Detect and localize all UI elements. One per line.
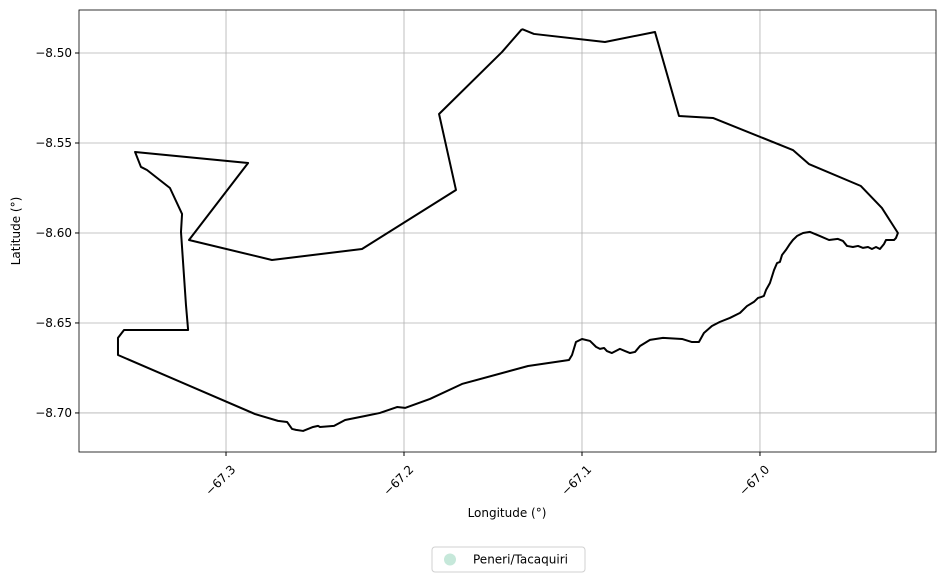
y-tick-label: −8.55 (35, 136, 72, 150)
boundary-line (116, 28, 899, 432)
legend: Peneri/Tacaquiri (431, 546, 586, 573)
x-tick-label: −67.2 (380, 462, 416, 498)
x-tick-label: −67.0 (736, 462, 772, 498)
y-axis-label: Latitude (°) (9, 197, 23, 266)
legend-box (431, 546, 586, 573)
y-tick-label: −8.60 (35, 226, 72, 240)
y-tick-label: −8.70 (35, 406, 72, 420)
x-tick-label: −67.1 (558, 462, 594, 498)
x-tick-label: −67.3 (202, 462, 238, 498)
y-tick-label: −8.65 (35, 316, 72, 330)
y-tick-label: −8.50 (35, 46, 72, 60)
legend-label: Peneri/Tacaquiri (473, 553, 568, 567)
legend-marker (444, 553, 456, 566)
plot-frame (78, 9, 937, 453)
x-axis-label: Longitude (°) (468, 506, 547, 520)
